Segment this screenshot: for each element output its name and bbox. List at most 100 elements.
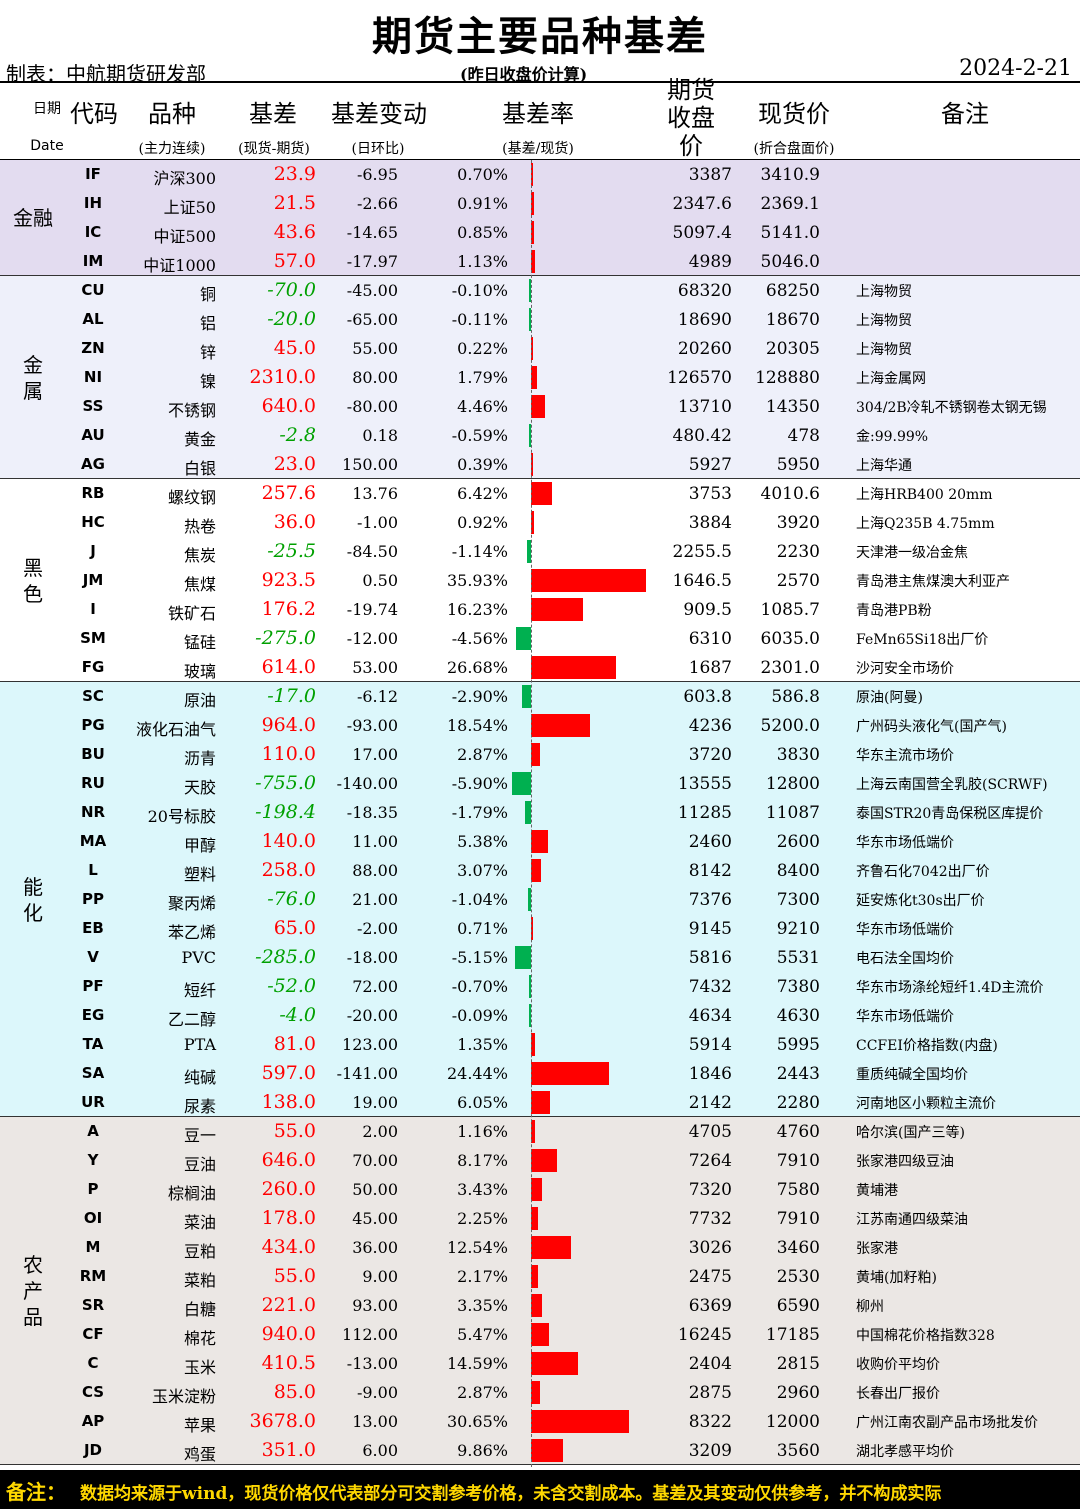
spot-cell: 4760	[776, 1122, 820, 1142]
spot-cell: 2570	[776, 571, 820, 591]
futures-cell: 5816	[688, 948, 732, 968]
code-cell: SC	[82, 687, 104, 705]
rate-cell: 8.17%	[457, 1151, 508, 1170]
note-cell: 青岛港主焦煤澳大利亚产	[856, 574, 1010, 590]
spot-cell: 7580	[776, 1180, 820, 1200]
table-row: SC 原油 -17.0 -6.12 -2.90% 603.8 586.8 原油(阿曼)	[0, 682, 1080, 711]
code-cell: FG	[81, 658, 105, 676]
change-cell: -20.00	[346, 1006, 398, 1025]
name-cell: 纯碱	[183, 1068, 216, 1087]
change-cell: 11.00	[352, 832, 398, 851]
basis-cell: 923.5	[261, 569, 316, 591]
basis-cell: 85.0	[273, 1381, 316, 1403]
table-row: RB 螺纹钢 257.6 13.76 6.42% 3753 4010.6 上海HRB400 2…	[0, 479, 1080, 508]
spot-cell: 2960	[776, 1383, 820, 1403]
spot-cell: 2369.1	[760, 194, 820, 214]
rate-cell: 1.16%	[457, 1122, 508, 1141]
rate-bar	[529, 308, 531, 331]
spot-cell: 9210	[776, 919, 820, 939]
basis-cell: 260.0	[261, 1178, 316, 1200]
rate-cell: 0.71%	[457, 919, 508, 938]
spot-cell: 4010.6	[760, 484, 820, 504]
futures-cell: 7376	[688, 890, 732, 910]
rate-cell: 6.05%	[457, 1093, 508, 1112]
change-cell: -12.00	[346, 629, 398, 648]
code-cell: BU	[81, 745, 105, 763]
futures-cell: 1687	[688, 658, 732, 678]
basis-cell: 65.0	[273, 917, 316, 939]
name-cell: 天胶	[183, 778, 216, 797]
rate-cell: 9.86%	[457, 1441, 508, 1460]
rate-bar	[531, 656, 617, 679]
rate-cell: -0.10%	[451, 281, 508, 300]
futures-cell: 4236	[688, 716, 732, 736]
group-name: 能化	[23, 874, 43, 925]
futures-cell: 7732	[688, 1209, 732, 1229]
code-cell: RB	[81, 484, 105, 502]
rate-cell: -1.79%	[451, 803, 508, 822]
footer-text: 数据均来源于wind，现货价格仅代表部分可交割参考价格，未含交割成本。基差及其变…	[80, 1484, 942, 1504]
rate-bar	[531, 1265, 538, 1288]
note-cell: 中国棉花价格指数328	[856, 1328, 995, 1344]
table-row: Y 豆油 646.0 70.00 8.17% 7264 7910 张家港四级豆油	[0, 1146, 1080, 1175]
futures-cell: 3026	[688, 1238, 732, 1258]
basis-cell: -285.0	[255, 946, 316, 968]
note-cell: 黄埔港	[856, 1183, 898, 1199]
code-cell: IM	[82, 252, 104, 270]
change-cell: 6.00	[362, 1441, 398, 1460]
futures-cell: 6369	[688, 1296, 732, 1316]
group-4: 农产品 A 豆一 55.0 2.00 1.16% 4705 4760 哈尔滨(国产三等) Y 豆油 6…	[0, 1117, 1080, 1465]
spot-cell: 68250	[765, 281, 820, 301]
note-cell: 河南地区小颗粒主流价	[856, 1096, 996, 1112]
group-1: 金属 CU 铜 -70.0 -45.00 -0.10% 68320 68250 上海物贸 AL 铝 -…	[0, 276, 1080, 479]
name-cell: 棕榈油	[167, 1184, 216, 1203]
table-row: IC 中证500 43.6 -14.65 0.85% 5097.4 5141.0	[0, 218, 1080, 247]
rate-bar	[529, 279, 531, 302]
table-row: ZN 锌 45.0 55.00 0.22% 20260 20305 上海物贸	[0, 334, 1080, 363]
rate-cell: 0.39%	[457, 455, 508, 474]
change-cell: -65.00	[346, 310, 398, 329]
code-cell: HC	[81, 513, 105, 531]
spot-cell: 6590	[776, 1296, 820, 1316]
spot-cell: 6035.0	[760, 629, 820, 649]
name-cell: 中证1000	[143, 256, 216, 275]
rate-bar	[527, 540, 531, 563]
code-cell: PG	[81, 716, 105, 734]
basis-cell: -2.8	[279, 424, 316, 446]
change-cell: 21.00	[352, 890, 398, 909]
basis-cell: 646.0	[261, 1149, 316, 1171]
change-cell: -1.00	[356, 513, 398, 532]
spot-cell: 3830	[776, 745, 820, 765]
spot-cell: 14350	[765, 397, 820, 417]
rate-cell: -5.90%	[451, 774, 508, 793]
basis-cell: -52.0	[267, 975, 316, 997]
group-name: 金属	[23, 352, 43, 403]
rate-bar	[531, 917, 534, 940]
code-cell: ZN	[81, 339, 105, 357]
rate-bar	[531, 1178, 542, 1201]
col-spot: 现货价	[758, 100, 830, 128]
spot-cell: 5531	[776, 948, 820, 968]
change-cell: -80.00	[346, 397, 398, 416]
name-cell: 中证500	[153, 227, 216, 246]
change-cell: -17.97	[346, 252, 398, 271]
basis-cell: 57.0	[273, 250, 316, 272]
note-cell: 原油(阿曼)	[856, 690, 923, 706]
basis-cell: 257.6	[261, 482, 316, 504]
note-cell: 上海Q235B 4.75mm	[856, 516, 995, 532]
futures-cell: 3720	[688, 745, 732, 765]
rate-bar	[531, 221, 534, 244]
rate-bar	[531, 1091, 551, 1114]
note-cell: 华东市场涤纶短纤1.4D主流价	[856, 980, 1044, 996]
spot-cell: 2530	[776, 1267, 820, 1287]
basis-cell: 36.0	[273, 511, 316, 533]
change-cell: 70.00	[352, 1151, 398, 1170]
code-cell: AL	[82, 310, 104, 328]
rate-bar	[531, 1410, 630, 1433]
futures-cell: 4634	[688, 1006, 732, 1026]
spot-cell: 586.8	[771, 687, 820, 707]
code-cell: Y	[87, 1151, 99, 1169]
rate-bar	[531, 859, 541, 882]
code-cell: AU	[81, 426, 105, 444]
rate-bar	[529, 1004, 531, 1027]
